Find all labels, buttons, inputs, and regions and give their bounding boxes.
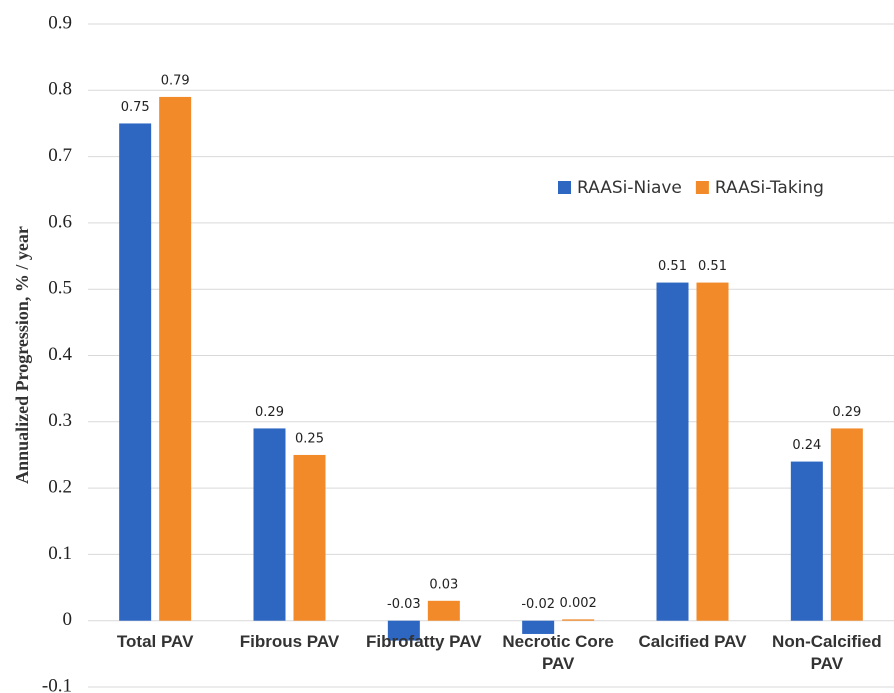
value-label: 0.03 [429, 577, 458, 592]
x-tick-label: Necrotic Core PAV [502, 631, 614, 673]
y-tick-label: 0.8 [48, 79, 72, 100]
bar [790, 461, 823, 621]
legend-label: RAASi-Taking [715, 178, 824, 198]
bar [522, 620, 555, 634]
value-label: 0.75 [121, 100, 150, 115]
y-tick-label: 0.7 [48, 145, 72, 166]
x-tick-label: Fibrofatty PAV [366, 631, 482, 651]
y-tick-label: 0.2 [48, 476, 72, 497]
y-tick-label: 0.6 [48, 211, 72, 232]
bar [119, 123, 152, 621]
bar [696, 282, 729, 621]
y-axis-title: Annualized Progression, % / year [12, 226, 32, 484]
value-label: 0.24 [792, 438, 821, 453]
value-label: 0.002 [560, 596, 597, 611]
bar [562, 619, 595, 621]
bar [656, 282, 689, 621]
y-tick-label: 0.3 [48, 410, 72, 431]
value-label: 0.79 [161, 73, 190, 88]
value-label: 0.29 [832, 405, 861, 420]
y-tick-label: 0.5 [48, 278, 72, 299]
y-tick-label: 0 [63, 609, 73, 630]
bar [159, 96, 192, 621]
x-tick-label: Calcified PAV [638, 631, 747, 651]
bar [253, 428, 286, 621]
bar [387, 620, 420, 641]
value-label: 0.29 [255, 405, 284, 420]
value-label: 0.51 [698, 259, 727, 274]
y-tick-label: 0.1 [48, 543, 72, 564]
x-tick-label: Non-Calcified PAV [772, 631, 882, 673]
value-label: 0.25 [295, 431, 324, 446]
value-label: -0.02 [521, 597, 555, 612]
bar [427, 600, 460, 621]
bar [293, 454, 326, 621]
x-tick-label: Total PAV [116, 631, 194, 651]
legend-swatch [558, 181, 571, 194]
value-label: -0.03 [387, 597, 421, 612]
legend-swatch [695, 181, 709, 194]
y-tick-label: -0.1 [42, 675, 72, 693]
y-tick-label: 0.4 [48, 344, 72, 365]
legend-label: RAASi-Niave [577, 178, 682, 198]
y-tick-label: 0.9 [48, 12, 72, 33]
bar [830, 428, 863, 621]
value-label: 0.51 [658, 259, 687, 274]
x-tick-label: Fibrous PAV [239, 631, 340, 651]
